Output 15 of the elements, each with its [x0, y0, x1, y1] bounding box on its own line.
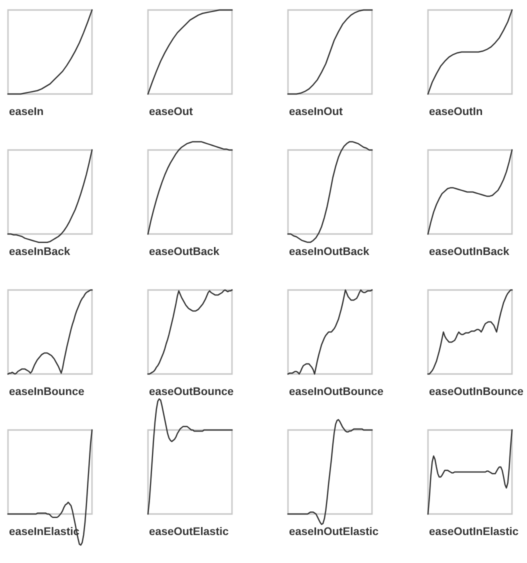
x-axis-title: easeOutInBounce — [429, 387, 524, 396]
x-axis-title: easeInOut — [289, 107, 343, 116]
x-axis-title: easeIn — [9, 107, 43, 116]
x-axis-title: easeOutIn — [429, 107, 482, 116]
x-axis-title: easeOutInBack — [429, 247, 510, 256]
x-axis-title: easeInBack — [9, 247, 70, 256]
x-axis-title: easeInBounce — [9, 387, 84, 396]
x-axis-title: easeOutBounce — [149, 387, 234, 396]
x-axis-title: easeOutElastic — [149, 527, 228, 536]
x-axis-title: easeInOutElastic — [289, 527, 378, 536]
x-axis-title: easeOutBack — [149, 247, 220, 256]
x-axis-title: easeInOutBack — [289, 247, 370, 256]
x-axis-title: easeOutInElastic — [429, 527, 518, 536]
x-axis-title: easeInOutBounce — [289, 387, 384, 396]
x-axis-title: easeOut — [149, 107, 193, 116]
